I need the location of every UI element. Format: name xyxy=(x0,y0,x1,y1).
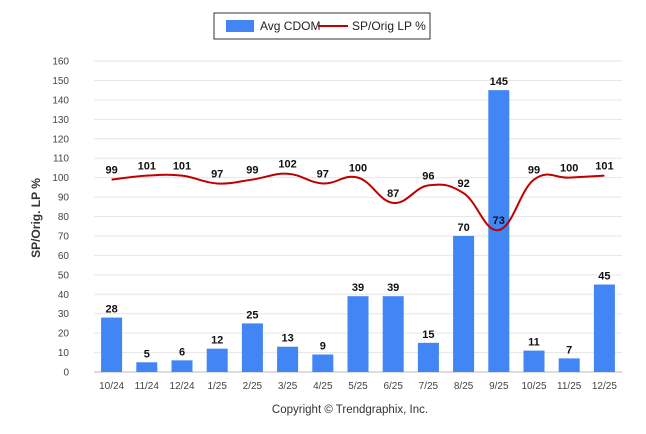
bar-label-7/25: 15 xyxy=(422,329,434,341)
x-tick-10/24: 10/24 xyxy=(99,381,124,392)
x-tick-11/25: 11/25 xyxy=(557,381,582,392)
x-tick-1/25: 1/25 xyxy=(207,381,227,392)
gridlines xyxy=(94,60,622,373)
line-label-11/25: 100 xyxy=(560,163,578,175)
bar-label-4/25: 9 xyxy=(320,341,326,353)
bar-7/25 xyxy=(417,342,439,372)
line-data-labels: 99 101 101 97 99 102 97 100 87 96 92 73 99 100 101 xyxy=(105,159,613,227)
legend-label-bar: Avg CDOM xyxy=(260,19,320,33)
y-tick-150: 150 xyxy=(52,76,69,87)
bar-label-10/24: 28 xyxy=(105,304,117,316)
x-tick-9/25: 9/25 xyxy=(489,381,509,392)
y-tick-40: 40 xyxy=(58,290,70,301)
line-label-10/25: 99 xyxy=(528,165,540,177)
bar-data-labels: 28 5 6 12 25 13 9 39 39 15 70 145 11 7 45 xyxy=(105,76,610,360)
y-tick-30: 30 xyxy=(58,309,70,320)
y-tick-100: 100 xyxy=(52,173,69,184)
y-tick-130: 130 xyxy=(52,115,69,126)
bar-12/25 xyxy=(593,284,615,372)
x-tick-4/25: 4/25 xyxy=(313,381,333,392)
bar-5/25 xyxy=(347,296,369,372)
legend: Avg CDOM SP/Orig LP % xyxy=(213,12,431,40)
y-tick-50: 50 xyxy=(58,270,70,281)
bar-3/25 xyxy=(277,346,299,372)
x-tick-7/25: 7/25 xyxy=(419,381,439,392)
line-label-1/25: 97 xyxy=(211,168,223,180)
bar-label-12/25: 45 xyxy=(598,271,610,283)
line-label-7/25: 96 xyxy=(422,170,434,182)
line-label-4/25: 97 xyxy=(317,168,329,180)
x-tick-6/25: 6/25 xyxy=(383,381,403,392)
bar-label-11/25: 7 xyxy=(566,344,572,356)
bar-label-2/25: 25 xyxy=(246,309,258,321)
line-label-10/24: 99 xyxy=(105,165,117,177)
x-tick-2/25: 2/25 xyxy=(243,381,263,392)
line-label-8/25: 92 xyxy=(457,178,469,190)
bar-label-8/25: 70 xyxy=(457,222,469,234)
x-tick-3/25: 3/25 xyxy=(278,381,298,392)
legend-label-line: SP/Orig LP % xyxy=(352,19,426,33)
bar-label-9/25: 145 xyxy=(490,76,508,88)
bar-label-5/25: 39 xyxy=(352,282,364,294)
copyright-footer: Copyright © Trendgraphix, Inc. xyxy=(272,404,428,416)
x-tick-12/25: 12/25 xyxy=(592,381,617,392)
line-label-2/25: 99 xyxy=(246,165,258,177)
bar-series xyxy=(101,90,615,372)
line-label-6/25: 87 xyxy=(387,188,399,200)
y-axis-ticks: 0 10 20 30 40 50 60 70 80 90 100 110 120 130 140 150 160 xyxy=(52,57,69,379)
bar-label-11/24: 5 xyxy=(144,348,150,360)
line-label-9/25: 73 xyxy=(493,215,505,227)
bar-1/25 xyxy=(206,348,228,372)
bar-6/25 xyxy=(382,296,404,372)
line-path xyxy=(111,172,605,232)
bar-label-3/25: 13 xyxy=(281,333,293,345)
x-tick-11/24: 11/24 xyxy=(135,381,160,392)
bar-4/25 xyxy=(312,354,334,372)
bar-11/24 xyxy=(136,362,158,372)
x-tick-5/25: 5/25 xyxy=(348,381,368,392)
line-label-11/24: 101 xyxy=(138,161,156,173)
x-tick-12/24: 12/24 xyxy=(169,381,194,392)
bar-10/25 xyxy=(523,350,545,372)
bar-label-10/25: 11 xyxy=(528,337,540,349)
bar-label-1/25: 12 xyxy=(211,335,223,347)
y-tick-110: 110 xyxy=(53,154,69,165)
line-label-5/25: 100 xyxy=(349,163,367,175)
y-tick-120: 120 xyxy=(52,134,69,145)
y-tick-0: 0 xyxy=(63,368,69,379)
bar-11/25 xyxy=(558,358,580,372)
line-label-12/24: 101 xyxy=(173,161,191,173)
line-label-12/25: 101 xyxy=(595,161,613,173)
bar-8/25 xyxy=(453,235,475,372)
y-axis-title: SP/Orig. LP % xyxy=(29,178,43,258)
y-tick-80: 80 xyxy=(58,212,70,223)
y-tick-90: 90 xyxy=(58,193,70,204)
x-tick-10/25: 10/25 xyxy=(521,381,546,392)
bar-label-6/25: 39 xyxy=(387,282,399,294)
y-tick-60: 60 xyxy=(58,251,70,262)
line-label-3/25: 102 xyxy=(278,159,296,171)
y-tick-160: 160 xyxy=(52,57,69,68)
bar-12/24 xyxy=(171,360,193,372)
bar-2/25 xyxy=(241,323,263,372)
y-tick-10: 10 xyxy=(58,348,70,359)
y-tick-20: 20 xyxy=(58,329,70,340)
y-tick-70: 70 xyxy=(58,231,70,242)
bar-10/24 xyxy=(101,317,123,372)
x-tick-8/25: 8/25 xyxy=(454,381,474,392)
line-series xyxy=(111,172,605,232)
x-axis-ticks: 10/24 11/24 12/24 1/25 2/25 3/25 4/25 5/25 6/25 7… xyxy=(99,381,617,392)
bar-label-12/24: 6 xyxy=(179,346,185,358)
y-tick-140: 140 xyxy=(52,95,69,106)
legend-bar-swatch xyxy=(226,20,254,32)
